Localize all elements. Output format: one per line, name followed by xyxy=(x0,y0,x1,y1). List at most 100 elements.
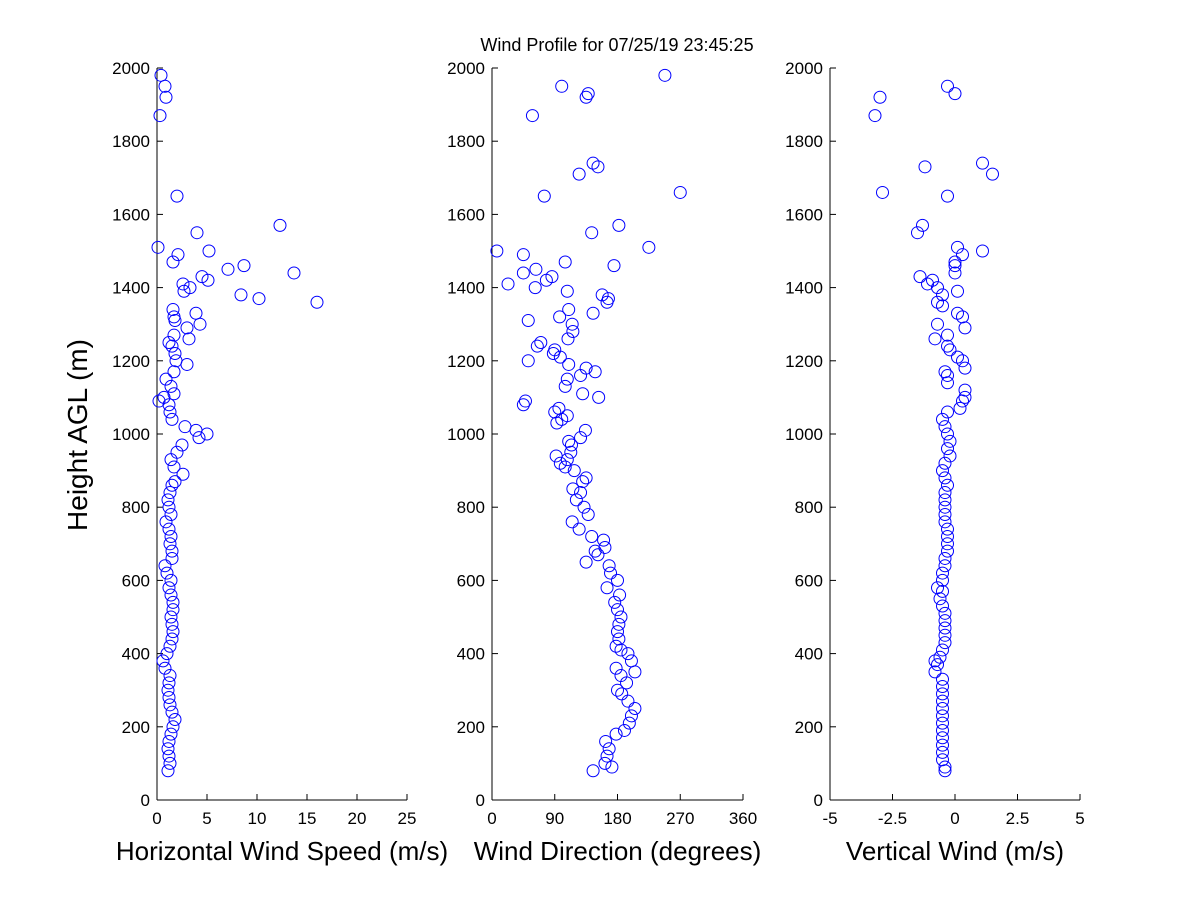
vertical-x-tick-label: 5 xyxy=(1075,809,1084,828)
speed-data-point xyxy=(164,529,178,543)
speed-x-tick-label: 0 xyxy=(152,809,161,828)
vertical-data-point xyxy=(976,244,989,258)
direction-data-point xyxy=(528,281,542,295)
speed-data-point xyxy=(252,292,266,306)
vertical-data-point xyxy=(958,390,972,404)
speed-data-point xyxy=(192,431,206,445)
vertical-data-point xyxy=(938,500,952,514)
direction-data-point xyxy=(599,734,613,748)
direction-data-point xyxy=(564,438,578,452)
panel-wind-direction: 0 200 400 600 800 1000 1200 1400 1600 1800 2000 0 90… xyxy=(447,59,761,866)
direction-y-tick-label: 0 xyxy=(476,791,485,810)
vertical-data-point xyxy=(938,493,952,507)
vertical-data-point xyxy=(941,522,954,536)
direction-data-point xyxy=(529,262,543,276)
vertical-data-point xyxy=(931,658,944,672)
direction-data-point xyxy=(612,617,626,631)
speed-data-point xyxy=(165,551,179,565)
direction-data-point xyxy=(588,365,602,379)
speed-data-point xyxy=(164,573,178,587)
direction-data-point xyxy=(614,669,628,683)
direction-data-point xyxy=(576,475,590,489)
vertical-data-point xyxy=(943,434,957,448)
vertical-data-point xyxy=(936,731,949,745)
speed-data-point xyxy=(287,266,301,280)
vertical-x-tick-label: -2.5 xyxy=(878,809,907,828)
vertical-data-point xyxy=(928,332,942,346)
speed-data-point xyxy=(156,654,170,668)
vertical-y-tick-label: 200 xyxy=(795,718,823,737)
speed-data-point xyxy=(167,387,181,401)
vertical-data-point xyxy=(938,486,952,500)
vertical-data-point xyxy=(938,559,952,573)
direction-x-axis-title: Wind Direction (degrees) xyxy=(474,836,762,866)
speed-data-point xyxy=(162,336,176,349)
direction-data-point xyxy=(611,603,624,617)
vertical-data-point xyxy=(948,259,962,273)
direction-data-point xyxy=(605,760,619,774)
direction-y-tick-label: 2000 xyxy=(447,59,485,78)
speed-data-point xyxy=(151,240,165,254)
direction-data-point xyxy=(614,643,628,657)
vertical-y-tick-label: 600 xyxy=(795,571,823,590)
speed-data-point xyxy=(163,756,177,770)
direction-data-point xyxy=(558,460,572,474)
speed-data-point xyxy=(158,661,172,675)
direction-x-tick-label: 270 xyxy=(666,809,694,828)
vertical-data-point xyxy=(941,368,954,382)
direction-data-point xyxy=(611,683,624,697)
direction-data-point xyxy=(558,255,572,269)
vertical-data-point xyxy=(938,471,952,485)
direction-data-point xyxy=(622,716,636,730)
vertical-data-point xyxy=(938,614,952,628)
vertical-data-point xyxy=(936,643,949,657)
vertical-data-point xyxy=(953,401,967,415)
speed-data-point xyxy=(157,390,171,404)
direction-data-point xyxy=(581,87,595,101)
direction-data-point xyxy=(624,654,638,668)
direction-x-tick-label: 360 xyxy=(729,809,757,828)
direction-data-point xyxy=(553,456,567,470)
vertical-data-point xyxy=(936,573,949,587)
vertical-data-point xyxy=(936,672,949,686)
direction-data-point xyxy=(562,357,576,371)
speed-y-tick-label: 2000 xyxy=(112,59,150,78)
vertical-x-tick-label: 2.5 xyxy=(1006,809,1030,828)
vertical-data-point xyxy=(941,405,954,419)
speed-data-point xyxy=(166,255,180,269)
speed-x-tick-label: 10 xyxy=(248,809,267,828)
direction-data-point xyxy=(574,431,588,445)
direction-data-point xyxy=(600,749,614,763)
vertical-data-point xyxy=(936,288,949,302)
speed-data-point xyxy=(164,588,178,602)
direction-data-point xyxy=(598,540,612,554)
direction-data-point xyxy=(621,647,635,661)
direction-data-point xyxy=(521,314,535,328)
speed-data-point xyxy=(167,460,181,474)
direction-data-point xyxy=(579,361,593,375)
speed-data-point xyxy=(189,306,203,320)
vertical-data-point xyxy=(936,753,949,767)
direction-data-point xyxy=(612,632,626,646)
y-axis-title: Height AGL (m) xyxy=(62,339,93,531)
direction-data-point xyxy=(613,588,627,602)
speed-data-point xyxy=(167,365,181,379)
vertical-data-point xyxy=(941,544,954,558)
vertical-data-point xyxy=(938,508,952,522)
direction-data-point xyxy=(586,306,600,320)
direction-data-point xyxy=(561,332,575,346)
direction-data-point xyxy=(579,90,593,104)
vertical-data-point xyxy=(943,343,957,357)
direction-data-point xyxy=(552,401,566,415)
speed-y-tick-label: 600 xyxy=(122,571,150,590)
speed-data-point xyxy=(162,734,176,748)
speed-data-point xyxy=(163,669,177,683)
direction-data-point xyxy=(598,756,612,770)
speed-data-point xyxy=(166,603,180,617)
speed-data-point xyxy=(154,68,168,82)
direction-data-point xyxy=(516,398,530,412)
direction-y-tick-label: 1600 xyxy=(447,205,485,224)
vertical-data-point xyxy=(911,226,924,240)
direction-data-point xyxy=(549,449,563,463)
